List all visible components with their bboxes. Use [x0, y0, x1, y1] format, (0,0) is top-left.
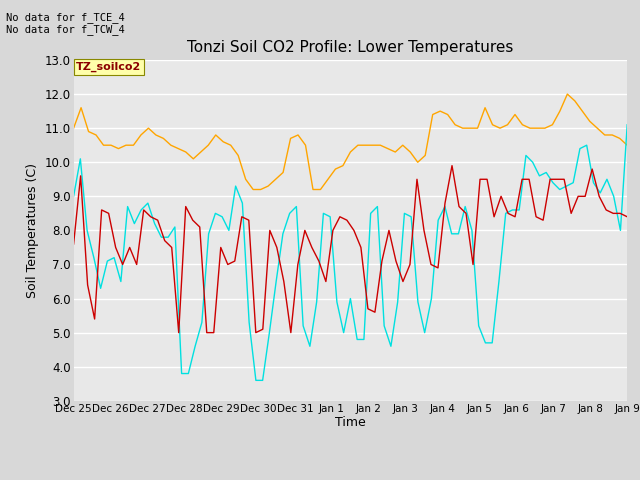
Text: No data for f_TCE_4
No data for f_TCW_4: No data for f_TCE_4 No data for f_TCW_4 — [6, 12, 125, 36]
Text: TZ_soilco2: TZ_soilco2 — [76, 62, 141, 72]
Y-axis label: Soil Temperatures (C): Soil Temperatures (C) — [26, 163, 39, 298]
Legend: Open -8cm, Tree -8cm, Tree2 -8cm: Open -8cm, Tree -8cm, Tree2 -8cm — [164, 474, 536, 480]
Title: Tonzi Soil CO2 Profile: Lower Temperatures: Tonzi Soil CO2 Profile: Lower Temperatur… — [188, 40, 513, 55]
X-axis label: Time: Time — [335, 416, 366, 429]
